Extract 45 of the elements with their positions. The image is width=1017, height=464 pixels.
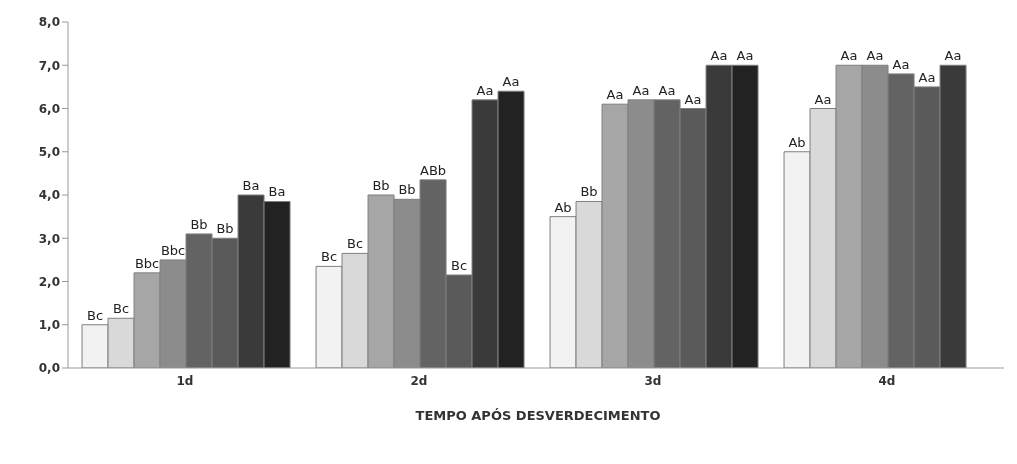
y-tick-label: 4,0	[38, 188, 60, 203]
data-label: Aa	[944, 48, 962, 64]
data-label: Ba	[268, 184, 286, 200]
data-label: Aa	[632, 82, 650, 98]
data-label: Ab	[554, 199, 572, 215]
data-label: Bc	[87, 307, 104, 323]
data-label: Aa	[710, 48, 728, 64]
data-label: Aa	[866, 48, 884, 64]
x-tick-label: 3d	[644, 373, 662, 388]
data-label: Bb	[190, 216, 208, 232]
data-label: Aa	[476, 82, 494, 98]
x-tick-label: 2d	[410, 373, 428, 388]
data-label: Bbc	[160, 242, 186, 258]
data-label: Aa	[736, 48, 754, 64]
y-tick-label: 6,0	[38, 101, 60, 116]
data-label: Aa	[918, 69, 936, 85]
data-label: Bb	[580, 184, 598, 200]
x-tick-label: 4d	[878, 373, 896, 388]
data-label: Bb	[216, 221, 234, 237]
data-label: Bc	[347, 236, 364, 252]
data-label: Bc	[451, 258, 468, 274]
data-label: Ab	[788, 134, 806, 150]
data-label: Aa	[606, 87, 624, 103]
data-label: Aa	[840, 48, 858, 64]
data-label: Ba	[242, 178, 260, 193]
data-label: Aa	[892, 56, 910, 72]
data-label: Aa	[814, 91, 832, 107]
data-label: Aa	[684, 91, 702, 107]
y-tick-label: 3,0	[38, 231, 60, 246]
y-tick-label: 5,0	[38, 145, 60, 160]
x-tick-label: 1d	[176, 373, 194, 388]
data-label: ABb	[420, 162, 447, 178]
y-tick-label: 2,0	[38, 274, 60, 289]
data-label: Bbc	[134, 255, 160, 271]
data-label: Aa	[658, 82, 676, 98]
data-label: Bc	[113, 301, 130, 317]
data-label: Aa	[502, 74, 520, 90]
data-label: Bc	[321, 249, 338, 265]
data-label: Bb	[398, 182, 416, 198]
y-tick-label: 8,0	[38, 15, 60, 30]
y-tick-label: 7,0	[38, 58, 60, 73]
data-label: Bb	[372, 178, 390, 193]
y-tick-label: 1,0	[38, 318, 60, 333]
y-tick-label: 0,0	[38, 361, 60, 376]
x-axis-title: TEMPO APÓS DESVERDECIMENTO	[414, 408, 662, 423]
